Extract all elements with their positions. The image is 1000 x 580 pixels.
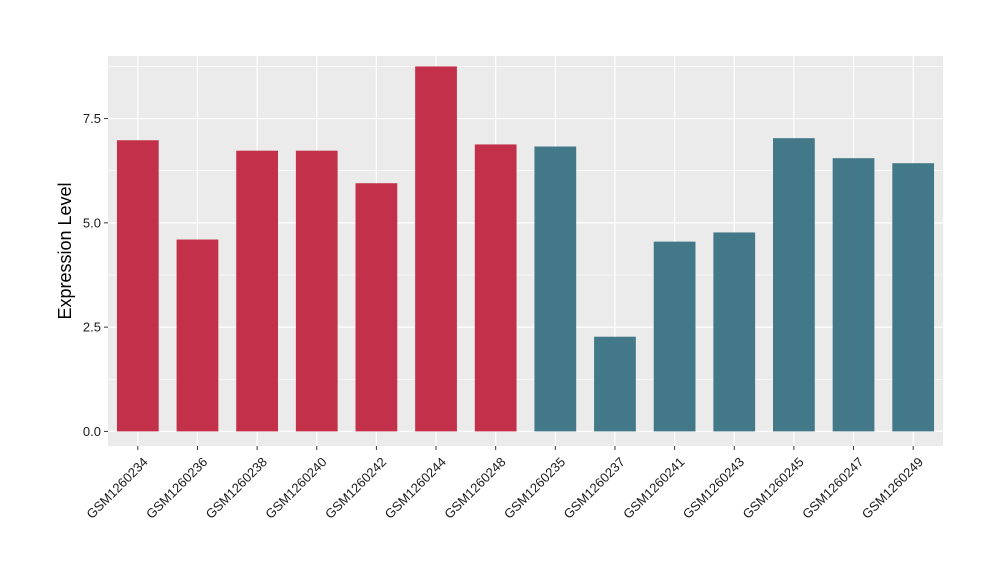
x-tick-label: GSM1260234 [83,454,150,521]
bars [116,66,935,432]
x-tick-label: GSM1260240 [262,454,329,521]
plot-panel [108,56,943,446]
x-tick-label: GSM1260242 [322,454,389,521]
y-tick-label: 5.0 [83,215,101,230]
x-tick-label: GSM1260245 [739,454,806,521]
bar-GSM1260248 [474,144,517,432]
x-tick-label: GSM1260249 [859,454,926,521]
y-tick-label: 7.5 [83,111,101,126]
x-tick-label: GSM1260241 [620,454,687,521]
x-tick-label: GSM1260244 [382,454,449,521]
bar-GSM1260236 [176,239,219,432]
bar-GSM1260234 [116,140,159,432]
y-tick-label: 0.0 [83,424,101,439]
bar-GSM1260242 [355,183,398,432]
bar-GSM1260243 [713,232,756,432]
y-tick-label: 2.5 [83,320,101,335]
bar-GSM1260237 [594,336,636,432]
x-tick-label: GSM1260248 [441,454,508,521]
y-axis-title: Expression Level [55,182,75,319]
bar-GSM1260245 [773,138,815,432]
bar-GSM1260247 [832,158,875,432]
x-axis: GSM1260234GSM1260236GSM1260238GSM1260240… [83,446,926,522]
bar-GSM1260238 [236,150,278,432]
x-tick-label: GSM1260243 [680,454,747,521]
x-tick-label: GSM1260235 [501,454,568,521]
bar-GSM1260244 [415,66,457,432]
x-tick-label: GSM1260247 [799,454,866,521]
bar-GSM1260241 [653,241,696,432]
x-tick-label: GSM1260238 [203,454,270,521]
x-tick-label: GSM1260237 [561,454,628,521]
x-tick-label: GSM1260236 [143,454,210,521]
y-axis: 0.0 2.5 5.0 7.5 [83,111,108,439]
bar-GSM1260235 [534,146,577,432]
bar-GSM1260240 [295,150,338,432]
bar-GSM1260249 [892,163,935,432]
